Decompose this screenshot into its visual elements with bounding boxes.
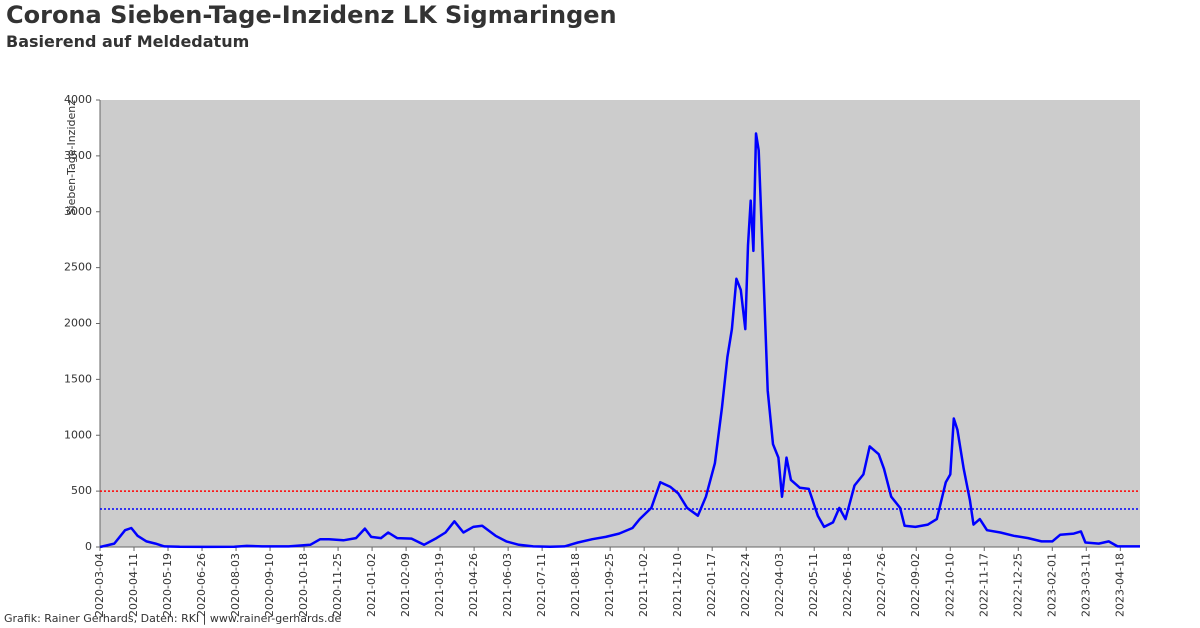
x-tick-label: 2023-04-18 [1113,553,1126,617]
x-tick-label: 2021-06-03 [501,553,514,617]
x-tick-label: 2022-11-17 [977,553,990,617]
x-tick-label: 2022-09-02 [909,553,922,617]
x-tick-label: 2020-05-19 [161,553,174,617]
x-tick-label: 2022-04-03 [773,553,786,617]
x-tick-label: 2021-11-02 [637,553,650,617]
x-tick-label: 2022-07-26 [875,553,888,617]
x-tick-label: 2020-06-26 [195,553,208,617]
y-tick-label: 0 [85,540,92,553]
x-tick-label: 2022-01-17 [705,553,718,617]
x-tick-label: 2020-09-10 [263,553,276,617]
y-tick-label: 1000 [64,428,92,441]
y-tick-label: 3500 [64,149,92,162]
y-tick-label: 1500 [64,372,92,385]
chart-title: Corona Sieben-Tage-Inzidenz LK Sigmaring… [6,1,617,29]
x-tick-label: 2020-10-18 [297,553,310,617]
x-tick-label: 2021-09-25 [603,553,616,617]
chart-subtitle: Basierend auf Meldedatum [6,32,249,51]
x-tick-label: 2022-06-18 [841,553,854,617]
x-tick-label: 2020-11-25 [331,553,344,617]
y-tick-label: 4000 [64,93,92,106]
y-tick-label: 500 [71,484,92,497]
x-tick-label: 2022-10-10 [943,553,956,617]
y-tick-label: 2500 [64,261,92,274]
x-tick-label: 2022-12-25 [1011,553,1024,617]
x-tick-label: 2020-08-03 [229,553,242,617]
x-tick-label: 2021-12-10 [671,553,684,617]
data-line [99,132,1140,549]
x-tick-label: 2021-07-11 [535,553,548,617]
x-tick-label: 2023-03-11 [1079,553,1092,617]
x-tick-label: 2020-04-11 [127,553,140,617]
y-tick-label: 2000 [64,317,92,330]
x-tick-label: 2020-03-04 [93,553,106,617]
y-tick-label: 3000 [64,205,92,218]
x-tick-label: 2021-04-26 [467,553,480,617]
y-axis-label: Sieben-Tage-Inzidenz [65,100,78,216]
x-tick-label: 2022-02-24 [739,553,752,617]
x-tick-label: 2021-08-18 [569,553,582,617]
x-tick-label: 2021-02-09 [399,553,412,617]
x-tick-label: 2021-03-19 [433,553,446,617]
footer: Grafik: Rainer Gerhards, Daten: RKI | ww… [4,612,342,625]
plot-area [100,100,1140,547]
x-tick-label: 2023-02-01 [1045,553,1058,617]
x-tick-label: 2021-01-02 [365,553,378,617]
x-tick-label: 2022-05-11 [807,553,820,617]
